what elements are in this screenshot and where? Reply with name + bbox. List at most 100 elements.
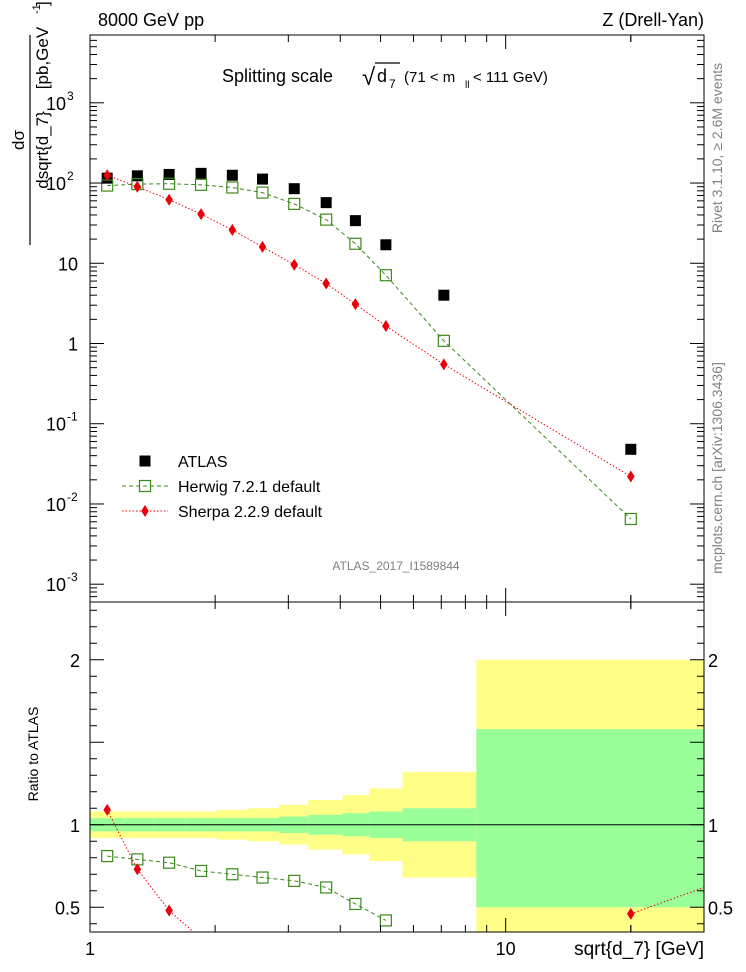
- sherpa-ratio-point: [133, 863, 142, 876]
- ratio-series-group: [101, 803, 704, 945]
- y-tick-base: 10: [46, 174, 66, 194]
- herwig-ratio-point: [101, 849, 114, 863]
- atlas-point: [195, 167, 207, 179]
- y-tick-exp: 3: [67, 89, 74, 103]
- ratio-uncertainty-bands: [90, 659, 704, 932]
- watermark: ATLAS_2017_I1589844: [332, 559, 460, 573]
- title-var-sub: 7: [389, 77, 396, 91]
- sherpa-ratio-line: [630, 886, 704, 915]
- x-tick-label: 1: [85, 939, 95, 959]
- title-var-base: d: [377, 66, 387, 86]
- sherpa-point: [440, 358, 448, 371]
- sherpa-ratio-point: [197, 933, 205, 945]
- title-range-sub: ll: [465, 80, 469, 91]
- sherpa-point: [258, 240, 267, 253]
- herwig-point: [624, 512, 637, 526]
- herwig-point: [288, 197, 301, 210]
- y-tick-base: 10: [46, 415, 66, 435]
- ratio-frame: [89, 601, 705, 933]
- main-y-tick-label: 10 2: [46, 169, 74, 194]
- herwig-ratio-point: [256, 871, 269, 884]
- x-tick-label: 10: [496, 939, 516, 959]
- legend-entry-sherpa: Sherpa 2.2.9 default: [122, 504, 323, 521]
- sherpa-point: [382, 320, 390, 333]
- sherpa-point: [322, 277, 330, 290]
- atlas-point: [625, 443, 637, 455]
- main-panel: [101, 167, 637, 526]
- main-y-tick-label: 10 -3: [46, 570, 78, 595]
- ratio-y-axis-label: Ratio to ATLAS: [25, 707, 41, 802]
- ylabel-units-close: ]: [33, 1, 52, 6]
- title-sqrt-symbol: √: [362, 64, 376, 91]
- sherpa-ratio-point: [627, 907, 635, 920]
- sherpa-point: [290, 258, 299, 271]
- atlas-point: [163, 168, 175, 180]
- ylabel-units: [pb,GeV: [33, 26, 52, 89]
- y-tick-exp: 2: [67, 169, 74, 183]
- herwig-point: [256, 186, 269, 199]
- herwig-point: [194, 178, 208, 191]
- sherpa-ratio-point: [165, 904, 173, 917]
- mcplots-label: mcplots.cern.ch [arXiv:1306.3436]: [709, 362, 725, 574]
- sherpa-point: [627, 470, 635, 483]
- atlas-point: [320, 197, 332, 209]
- main-y-axis-label: dσ dsqrt{d_7} [pb,GeV -1 ]: [9, 1, 52, 245]
- sherpa-point: [197, 208, 205, 221]
- band-inner-bin: [476, 729, 704, 908]
- y-tick-exp: -1: [67, 410, 78, 424]
- legend-marker: [141, 505, 149, 517]
- herwig-ratio-point: [226, 868, 239, 881]
- legend-label: Sherpa 2.2.9 default: [178, 504, 323, 521]
- ratio-y-tick-label-left: 2: [70, 651, 80, 671]
- ylabel-denominator: dsqrt{d_7}: [33, 111, 52, 189]
- legend-marker: [139, 455, 151, 467]
- rivet-label: Rivet 3.1.10, ≥ 2.6M events: [709, 63, 725, 233]
- ratio-y-tick-label-right: 1: [708, 816, 718, 836]
- atlas-point: [131, 170, 143, 182]
- legend-entry-herwig: Herwig 7.2.1 default: [122, 479, 321, 496]
- legend-marker: [138, 479, 152, 493]
- ratio-y-tick-label-left: 0.5: [55, 898, 80, 918]
- ylabel-numerator: dσ: [9, 130, 28, 150]
- sherpa-point: [133, 180, 142, 193]
- atlas-point: [288, 183, 300, 195]
- herwig-ratio-point: [194, 864, 208, 878]
- atlas-point: [256, 173, 268, 185]
- header-right-label: Z (Drell-Yan): [602, 10, 704, 30]
- herwig-point: [226, 181, 239, 194]
- sherpa-point: [103, 169, 112, 182]
- title-range-post: < 111 GeV): [473, 69, 548, 86]
- herwig-ratio-point: [288, 874, 301, 887]
- y-tick-base: 10: [46, 94, 66, 114]
- ratio-y-tick-label-left: 1: [70, 816, 80, 836]
- legend: ATLAS Herwig 7.2.1 default Sherpa 2.2.9 de…: [122, 454, 323, 521]
- herwig-ratio-point: [320, 881, 333, 894]
- title-range-pre: (71 < m: [404, 69, 455, 86]
- herwig-point: [320, 213, 333, 226]
- herwig-point: [379, 269, 392, 282]
- atlas-point: [226, 169, 238, 181]
- ylabel-units-exp: -1: [31, 4, 43, 14]
- atlas-point: [438, 289, 450, 301]
- legend-label: ATLAS: [178, 454, 228, 471]
- main-y-tick-label: 10 -1: [46, 410, 78, 435]
- y-tick-base: 10: [58, 254, 78, 274]
- y-tick-base: 10: [46, 495, 66, 515]
- main-y-tick-label: 10 3: [46, 89, 74, 114]
- y-tick-exp: -3: [67, 570, 78, 584]
- sherpa-point: [228, 223, 237, 236]
- ratio-y-tick-label-right: 2: [708, 651, 718, 671]
- sherpa-point: [351, 298, 360, 311]
- y-tick-exp: -2: [67, 490, 78, 504]
- sherpa-ratio-point: [103, 803, 112, 816]
- sherpa-line: [107, 174, 632, 477]
- main-y-tick-label: 10 -2: [46, 490, 78, 515]
- herwig-point: [163, 177, 176, 190]
- main-y-tick-label: 1: [68, 335, 78, 355]
- herwig-ratio-point: [163, 856, 176, 869]
- header-left-label: 8000 GeV pp: [98, 10, 204, 30]
- x-axis-label: sqrt{d_7} [GeV]: [574, 939, 704, 960]
- y-tick-base: 10: [46, 575, 66, 595]
